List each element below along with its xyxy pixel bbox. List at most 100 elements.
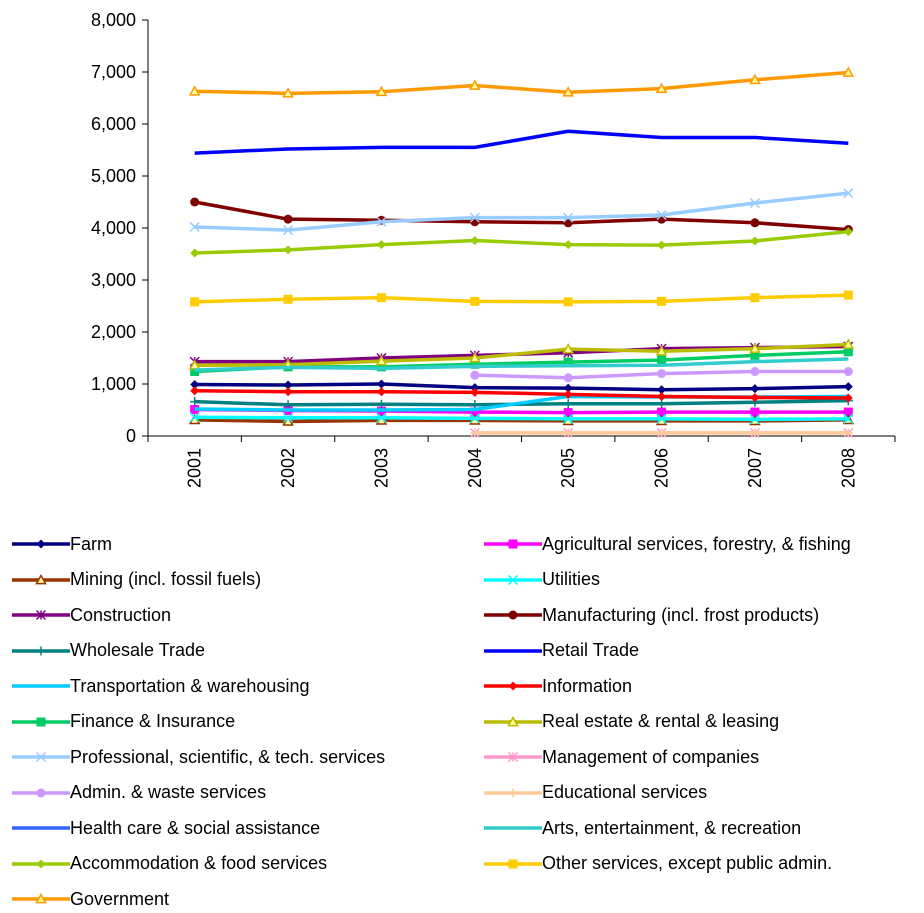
data-point [843,413,854,424]
data-point [189,412,200,423]
legend-label: Real estate & rental & leasing [542,711,780,731]
data-point [470,296,480,306]
data-point [563,399,573,409]
data-point [376,216,387,227]
legend-item: Other services, except public admin. [484,852,832,876]
data-point [189,221,200,232]
data-point [843,407,853,417]
data-point [657,369,667,379]
legend-item: Government [12,887,169,911]
data-point [750,407,760,417]
y-tick-label: 3,000 [91,270,136,290]
data-point [843,393,853,403]
series-line [194,293,849,304]
series-14 [470,367,853,383]
legend-swatch [12,539,70,549]
legend-item: Utilities [484,568,600,592]
data-point [750,218,760,228]
data-point [657,240,667,250]
data-point [469,212,480,223]
legend-swatch [484,610,542,620]
series-line [194,382,849,392]
series-line [194,229,849,255]
data-point [470,428,480,438]
data-point [190,386,200,396]
legend-item: Admin. & waste services [12,781,266,805]
legend-label: Farm [70,533,112,554]
data-point [283,214,293,224]
x-tick-label: 2006 [652,448,672,488]
data-point [283,400,293,410]
legend-item: Accommodation & food services [12,852,327,876]
data-point [657,428,667,438]
data-point [190,380,200,390]
data-point [656,413,667,424]
legend-swatch [12,609,70,621]
data-point [562,343,574,354]
data-point [563,428,573,438]
series-line [194,389,849,400]
legend-label: Government [70,888,170,909]
data-point [35,892,47,904]
series-3 [189,412,854,425]
data-point [657,391,667,401]
data-point [36,539,46,549]
data-point [842,66,855,77]
series-15 [470,428,853,438]
legend-item: Information [484,674,632,698]
legend-label: Agricultural services, forestry, & fishi… [542,533,851,554]
data-point [470,359,480,369]
series-9 [190,386,853,403]
series-17 [194,357,849,372]
data-point [508,681,518,691]
data-point [35,751,47,763]
data-point [749,342,761,353]
data-point [750,393,760,403]
y-tick-label: 6,000 [91,114,136,134]
data-point [749,414,760,425]
legend-label: Wholesale Trade [70,640,206,660]
data-point [843,290,853,300]
legend-swatch [12,573,70,584]
series-line [194,357,849,372]
data-point [843,428,853,438]
data-point [376,240,386,250]
legend-label: Accommodation & food services [70,853,328,873]
legend-label: Educational services [542,782,708,802]
data-point [563,240,573,250]
data-point [842,338,855,349]
legend-label: Other services, except public admin. [542,853,833,873]
data-point [750,384,760,394]
series-line [194,191,849,232]
legend-label: Arts, entertainment, & recreation [542,817,802,838]
series-line [194,342,849,368]
x-tick-label: 2007 [745,448,765,488]
legend-item: Educational services [484,781,707,805]
data-point [750,367,760,377]
data-point [470,370,480,380]
y-tick-label: 2,000 [91,322,136,342]
data-point [657,296,667,306]
x-tick-label: 2001 [185,448,205,488]
data-point [843,227,853,237]
legend-item: Construction [12,603,171,627]
data-point [655,345,668,356]
legend-label: Finance & Insurance [70,711,236,731]
legend-item: Real estate & rental & leasing [484,710,779,734]
legend-label: Construction [70,604,172,625]
data-point [470,387,480,397]
data-point [35,573,47,584]
legend-label: Management of companies [542,746,760,767]
data-point [375,355,388,366]
legend-item: Mining (incl. fossil fuels) [12,568,261,592]
data-point [750,293,760,303]
data-point [470,407,480,417]
data-point [563,389,573,399]
legend-swatch [12,859,70,868]
data-point [190,248,200,258]
legend-item: Health care & social assistance [12,816,320,840]
data-point [283,380,293,390]
series-19 [190,290,853,307]
series-0 [190,379,853,395]
data-point [376,387,386,397]
